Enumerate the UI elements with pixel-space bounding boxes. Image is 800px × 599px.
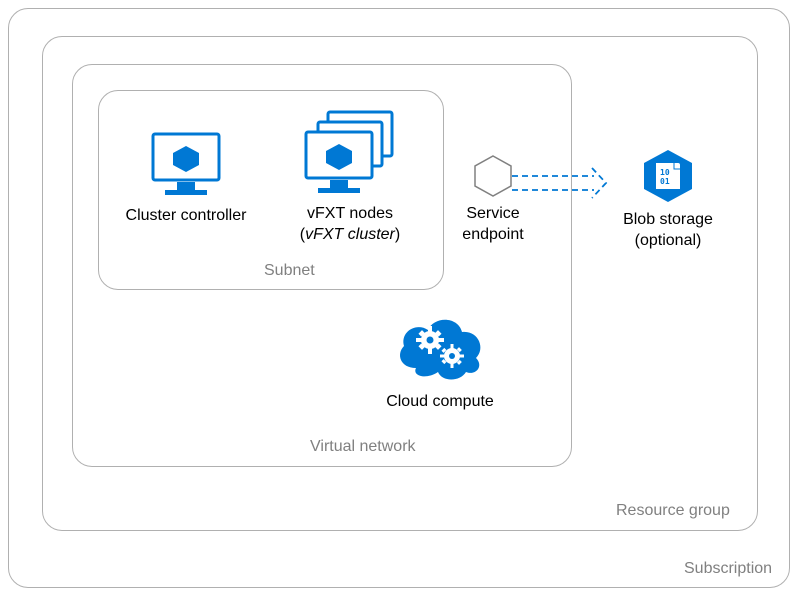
blob-storage-node: 10 01 Blob storage (optional) <box>608 148 728 252</box>
blob-storage-label: Blob storage (optional) <box>608 210 728 252</box>
vfxt-nodes-node: vFXT nodes (vFXT cluster) <box>280 108 420 246</box>
vfxt-nodes-label: vFXT nodes (vFXT cluster) <box>280 204 420 246</box>
dashed-arrow <box>510 166 610 202</box>
svg-text:10: 10 <box>660 168 670 177</box>
cluster-controller-node: Cluster controller <box>116 130 256 227</box>
blob-storage-hexagon-icon: 10 01 <box>638 148 698 204</box>
cloud-compute-node: Cloud compute <box>370 310 510 413</box>
subscription-label: Subscription <box>684 560 772 578</box>
cloud-gears-icon <box>390 310 490 386</box>
cloud-compute-label: Cloud compute <box>370 392 510 413</box>
virtual-network-label: Virtual network <box>310 438 416 456</box>
service-endpoint-label: Service endpoint <box>448 204 538 246</box>
cluster-controller-label: Cluster controller <box>116 206 256 227</box>
resource-group-label: Resource group <box>616 502 730 520</box>
monitor-icon <box>147 130 225 200</box>
subnet-label: Subnet <box>264 262 315 280</box>
svg-text:01: 01 <box>660 177 670 186</box>
stacked-monitors-icon <box>300 108 400 198</box>
